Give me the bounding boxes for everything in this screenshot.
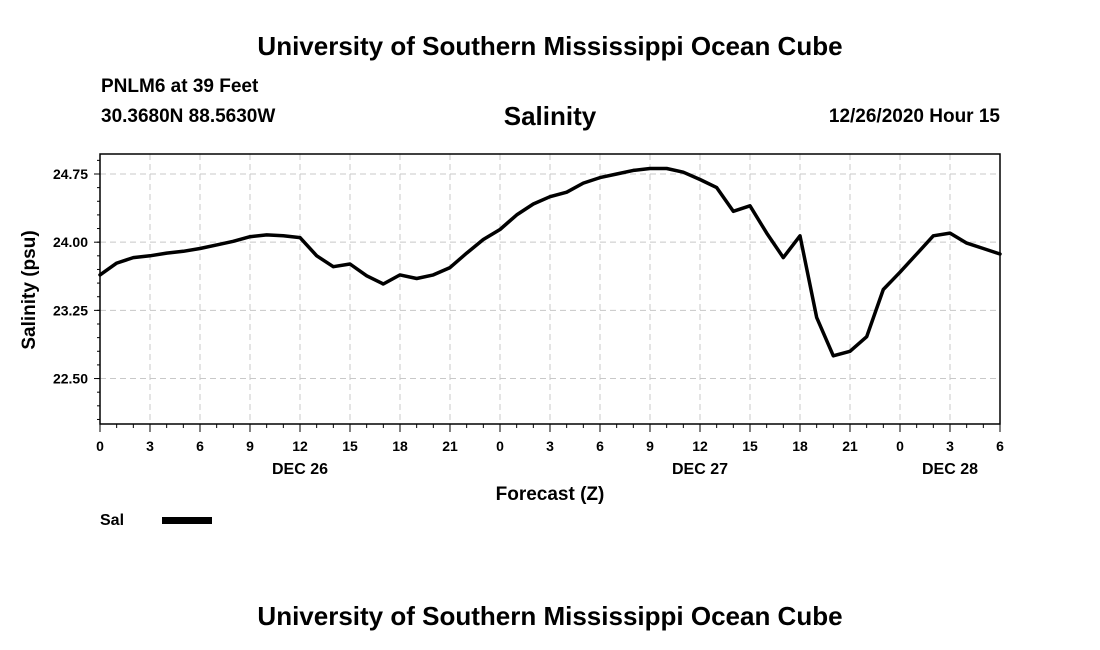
station-label: PNLM6 at 39 Feet [101, 76, 259, 97]
x-tick-label: 6 [196, 438, 204, 454]
x-tick-label: 9 [246, 438, 254, 454]
x-tick-label: 12 [692, 438, 708, 454]
x-tick-label: 0 [896, 438, 904, 454]
series-line-sal [98, 166, 1002, 358]
y-axis-label: Salinity (psu) [19, 230, 40, 349]
top-title: University of Southern Mississippi Ocean… [257, 31, 843, 61]
x-axis-label: Forecast (Z) [496, 484, 605, 505]
station-coordinates: 30.3680N 88.5630W [101, 106, 276, 127]
x-tick-label: 12 [292, 438, 308, 454]
series-group [98, 166, 1002, 358]
x-tick-label: 0 [96, 438, 104, 454]
x-tick-label: 15 [342, 438, 358, 454]
y-tick-label: 23.25 [53, 302, 88, 318]
y-tick-label: 24.75 [53, 166, 88, 182]
day-label: DEC 28 [922, 461, 978, 478]
x-tick-label: 6 [596, 438, 604, 454]
ticks: 0 3 6 9 12 15 18 21 0 3 6 9 12 15 18 21 0 3 6 DEC 26 DEC 27 D… [53, 159, 1004, 478]
day-label: DEC 27 [672, 461, 728, 478]
x-tick-label: 21 [842, 438, 858, 454]
x-tick-label: 18 [792, 438, 808, 454]
x-tick-label: 3 [546, 438, 554, 454]
grid [100, 154, 1000, 424]
chart-title: Salinity [503, 101, 597, 131]
x-tick-label: 18 [392, 438, 408, 454]
x-tick-label: 0 [496, 438, 504, 454]
legend-label: Sal [100, 512, 124, 529]
y-tick-label: 24.00 [53, 234, 88, 250]
x-tick-label: 3 [946, 438, 954, 454]
bottom-title: University of Southern Mississippi Ocean… [257, 601, 843, 631]
legend-swatch [162, 517, 212, 524]
timestamp: 12/26/2020 Hour 15 [828, 106, 1000, 127]
x-tick-label: 3 [146, 438, 154, 454]
x-tick-label: 9 [646, 438, 654, 454]
x-tick-label: 15 [742, 438, 758, 454]
y-tick-label: 22.50 [53, 371, 88, 387]
x-tick-label: 6 [996, 438, 1004, 454]
x-tick-label: 21 [442, 438, 458, 454]
day-label: DEC 26 [272, 461, 328, 478]
